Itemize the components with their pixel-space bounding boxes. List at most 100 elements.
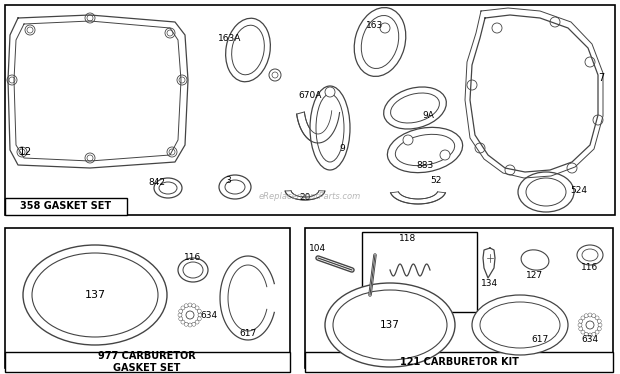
Circle shape [198, 313, 202, 317]
Ellipse shape [518, 172, 574, 212]
Circle shape [188, 323, 192, 327]
Bar [5, 228, 290, 368]
Polygon shape [391, 192, 445, 204]
Text: 104: 104 [309, 243, 327, 252]
Circle shape [181, 306, 199, 324]
Ellipse shape [480, 302, 560, 348]
Circle shape [597, 327, 601, 331]
Circle shape [195, 320, 199, 324]
Ellipse shape [472, 295, 568, 355]
Circle shape [440, 150, 450, 160]
Circle shape [186, 311, 194, 319]
Ellipse shape [23, 245, 167, 345]
Circle shape [197, 309, 202, 313]
Ellipse shape [521, 250, 549, 270]
Text: 127: 127 [526, 270, 544, 279]
Text: 134: 134 [482, 279, 498, 288]
Circle shape [475, 143, 485, 153]
Circle shape [184, 322, 188, 326]
Ellipse shape [32, 253, 158, 337]
Circle shape [19, 149, 25, 155]
Text: 883: 883 [417, 160, 433, 169]
Bar [305, 352, 613, 372]
Polygon shape [483, 248, 495, 278]
Ellipse shape [526, 178, 566, 206]
Bar [5, 5, 615, 215]
Text: 617: 617 [239, 328, 257, 337]
Circle shape [581, 330, 585, 334]
Circle shape [595, 316, 599, 320]
Circle shape [595, 330, 599, 334]
Circle shape [325, 87, 335, 97]
Circle shape [7, 75, 17, 85]
Bar [362, 232, 477, 312]
Circle shape [17, 147, 27, 157]
Ellipse shape [384, 87, 446, 129]
Circle shape [165, 28, 175, 38]
Bar [5, 198, 127, 215]
Text: 137: 137 [380, 320, 400, 330]
Circle shape [167, 147, 177, 157]
Circle shape [581, 316, 585, 320]
Ellipse shape [361, 15, 399, 68]
Ellipse shape [388, 128, 463, 173]
Text: 670A: 670A [298, 91, 322, 99]
Text: 977 CARBURETOR
GASKET SET: 977 CARBURETOR GASKET SET [98, 351, 196, 373]
Circle shape [598, 323, 602, 327]
Circle shape [9, 77, 15, 83]
Circle shape [87, 155, 93, 161]
Bar [5, 352, 290, 372]
Polygon shape [296, 111, 340, 143]
Circle shape [192, 322, 196, 326]
Text: 20: 20 [299, 193, 311, 202]
Text: 116: 116 [184, 254, 202, 263]
Circle shape [192, 304, 196, 308]
Ellipse shape [225, 180, 245, 194]
Circle shape [178, 313, 182, 317]
Text: 118: 118 [399, 233, 417, 242]
Ellipse shape [183, 262, 203, 278]
Text: 358 GASKET SET: 358 GASKET SET [20, 201, 112, 211]
Ellipse shape [178, 258, 208, 282]
Circle shape [85, 153, 95, 163]
Text: 634: 634 [200, 310, 217, 319]
Circle shape [403, 135, 413, 145]
Circle shape [550, 17, 560, 27]
Circle shape [181, 306, 185, 310]
Ellipse shape [325, 283, 455, 367]
Ellipse shape [582, 249, 598, 261]
Ellipse shape [577, 245, 603, 265]
Ellipse shape [316, 94, 344, 162]
Circle shape [592, 314, 596, 318]
Circle shape [380, 23, 390, 33]
Circle shape [597, 319, 601, 323]
Text: 634: 634 [582, 335, 598, 344]
Ellipse shape [159, 182, 177, 194]
Bar [305, 228, 613, 368]
Circle shape [177, 75, 187, 85]
Text: 52: 52 [430, 175, 441, 184]
Circle shape [567, 163, 577, 173]
Ellipse shape [232, 25, 264, 75]
Circle shape [588, 333, 592, 337]
Text: 137: 137 [84, 290, 105, 300]
Text: 617: 617 [531, 335, 549, 344]
Ellipse shape [310, 86, 350, 170]
Circle shape [581, 316, 599, 334]
Text: 116: 116 [582, 264, 599, 273]
Circle shape [272, 72, 278, 78]
Circle shape [188, 303, 192, 307]
Ellipse shape [391, 93, 440, 123]
Text: eReplacementParts.com: eReplacementParts.com [259, 191, 361, 200]
Ellipse shape [354, 7, 406, 76]
Text: 3: 3 [225, 175, 231, 184]
Ellipse shape [333, 290, 447, 360]
Circle shape [492, 23, 502, 33]
Text: 9A: 9A [422, 110, 434, 120]
Circle shape [179, 317, 183, 321]
Circle shape [467, 80, 477, 90]
Ellipse shape [154, 178, 182, 198]
Circle shape [584, 314, 588, 318]
Text: 163A: 163A [218, 34, 242, 43]
Circle shape [87, 15, 93, 21]
